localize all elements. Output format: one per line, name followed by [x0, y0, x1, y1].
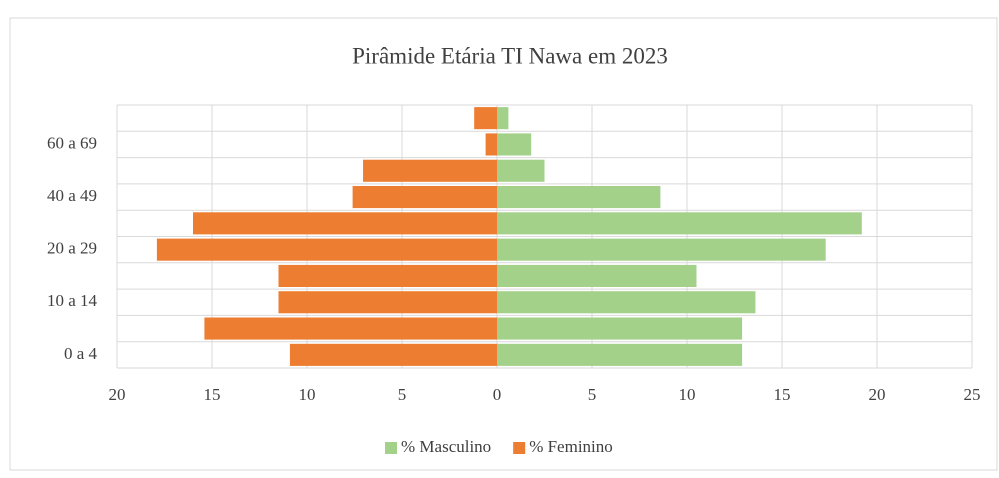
bar — [485, 133, 497, 156]
legend-label: % Masculino — [401, 437, 491, 456]
bar — [474, 107, 497, 130]
y-tick-label: 60 a 69 — [47, 133, 97, 152]
bar — [497, 264, 697, 287]
x-tick-label: 20 — [869, 385, 886, 404]
x-tick-label: 10 — [299, 385, 316, 404]
bar — [278, 264, 497, 287]
bar — [497, 238, 826, 261]
legend-label: % Feminino — [529, 437, 613, 456]
chart-title: Pirâmide Etária TI Nawa em 2023 — [352, 43, 668, 68]
bar — [497, 107, 509, 130]
bar — [289, 343, 497, 366]
bar — [278, 291, 497, 314]
x-tick-label: 25 — [964, 385, 981, 404]
legend-swatch — [513, 442, 526, 454]
bar — [497, 212, 862, 235]
x-tick-label: 15 — [204, 385, 221, 404]
bar — [204, 317, 497, 340]
bar — [497, 343, 743, 366]
y-tick-label: 40 a 49 — [47, 186, 97, 205]
x-tick-label: 10 — [679, 385, 696, 404]
bar — [156, 238, 497, 261]
bar — [193, 212, 497, 235]
x-tick-label: 5 — [588, 385, 597, 404]
bar — [497, 291, 756, 314]
bar — [363, 159, 497, 182]
x-tick-label: 0 — [493, 385, 502, 404]
y-tick-label: 0 a 4 — [64, 344, 98, 363]
bar — [497, 133, 532, 156]
y-tick-label: 20 a 29 — [47, 239, 97, 258]
bar — [352, 186, 497, 209]
x-tick-label: 20 — [109, 385, 126, 404]
y-tick-label: 10 a 14 — [47, 291, 98, 310]
x-tick-label: 15 — [774, 385, 791, 404]
bar — [497, 186, 661, 209]
bar — [497, 159, 545, 182]
legend-swatch — [385, 442, 397, 454]
bar — [497, 317, 743, 340]
x-tick-label: 5 — [398, 385, 407, 404]
